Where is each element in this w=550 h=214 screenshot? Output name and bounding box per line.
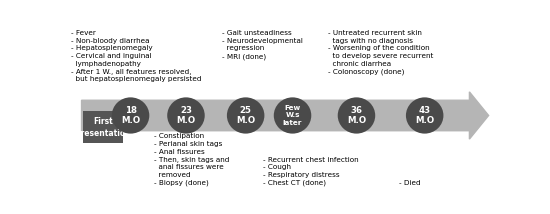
Ellipse shape — [112, 97, 149, 134]
Text: Few
W.s
later: Few W.s later — [283, 105, 302, 126]
Text: 18
M.O: 18 M.O — [121, 106, 140, 125]
Ellipse shape — [227, 97, 265, 134]
Text: - Gait unsteadiness
- Neurodevelopmental
  regression
- MRI (done): - Gait unsteadiness - Neurodevelopmental… — [222, 30, 303, 59]
Ellipse shape — [274, 97, 311, 134]
Text: 43
M.O: 43 M.O — [415, 106, 434, 125]
Text: - Died: - Died — [399, 180, 421, 186]
Ellipse shape — [338, 97, 375, 134]
Text: 23
M.O: 23 M.O — [177, 106, 196, 125]
FancyBboxPatch shape — [83, 111, 123, 144]
Text: - Constipation
- Perianal skin tags
- Anal fissures
- Then, skin tags and
  anal: - Constipation - Perianal skin tags - An… — [154, 133, 229, 186]
Text: First
presentation: First presentation — [75, 117, 131, 138]
Text: - Untreated recurrent skin
  tags with no diagnosis
- Worsening of the condition: - Untreated recurrent skin tags with no … — [328, 30, 433, 75]
Text: 36
M.O: 36 M.O — [347, 106, 366, 125]
Text: 25
M.O: 25 M.O — [236, 106, 255, 125]
Text: - Fever
- Non-bloody diarrhea
- Hepatosplenomegaly
- Cervical and inguinal
  lym: - Fever - Non-bloody diarrhea - Hepatosp… — [71, 30, 201, 82]
Text: - Recurrent chest infection
- Cough
- Respiratory distress
- Chest CT (done): - Recurrent chest infection - Cough - Re… — [263, 157, 358, 186]
Ellipse shape — [167, 97, 205, 134]
Ellipse shape — [406, 97, 443, 134]
FancyArrow shape — [81, 92, 488, 139]
